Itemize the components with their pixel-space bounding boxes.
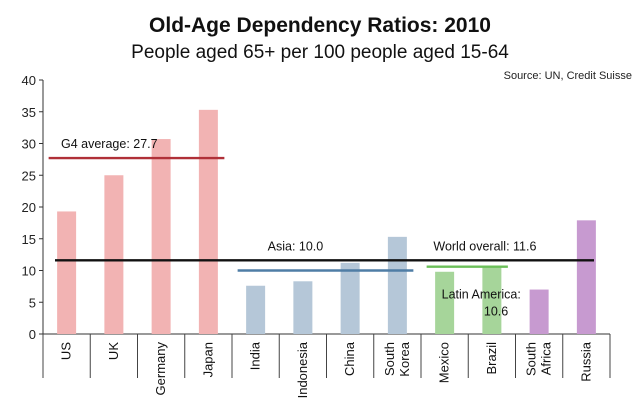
category-label: China [342,341,357,376]
category-label: South [382,342,397,376]
bar-japan [198,109,218,334]
category-label: US [59,342,74,360]
y-tick-label: 0 [29,327,36,342]
chart-subtitle: People aged 65+ per 100 people aged 15-6… [131,42,509,63]
category-label: Indonesia [295,341,310,398]
bar-mexico [435,271,455,334]
asia-average-label: Asia: 10.0 [268,239,324,253]
y-tick-label: 20 [22,200,36,215]
y-tick-label: 35 [22,105,36,120]
category-label: Africa [539,341,554,375]
y-tick-label: 15 [22,232,36,247]
latin-america-label: Latin America: [442,288,521,302]
y-tick-label: 10 [22,264,36,279]
bar-russia [576,220,596,334]
y-tick-label: 40 [22,73,36,88]
chart-title: Old-Age Dependency Ratios: 2010 [149,14,491,37]
bar-china [340,262,360,334]
y-tick-label: 5 [29,295,36,310]
bar-south-africa [529,289,549,334]
category-label: Germany [153,342,168,396]
latin-america-value: 10.6 [484,305,508,319]
category-label: India [248,341,263,370]
category-label: Japan [200,342,215,377]
bar-india [246,285,266,334]
bar-germany [151,139,171,334]
world-overall-label: World overall: 11.6 [433,239,536,253]
category-label: Korea [397,341,412,376]
bar-brazil [482,267,502,334]
category-label: Russia [578,341,593,382]
bar-us [57,211,77,334]
y-tick-label: 30 [22,137,36,152]
source-note: Source: UN, Credit Suisse [503,70,632,82]
category-label: UK [106,342,121,360]
bar-indonesia [293,281,313,334]
category-label: South [524,342,539,376]
bar-uk [104,175,124,334]
g4-average-label: G4 average: 27.7 [61,137,158,151]
y-tick-label: 25 [22,168,36,183]
bar-south-korea [387,236,407,334]
category-label: Mexico [437,342,452,383]
category-label: Brazil [484,342,499,375]
